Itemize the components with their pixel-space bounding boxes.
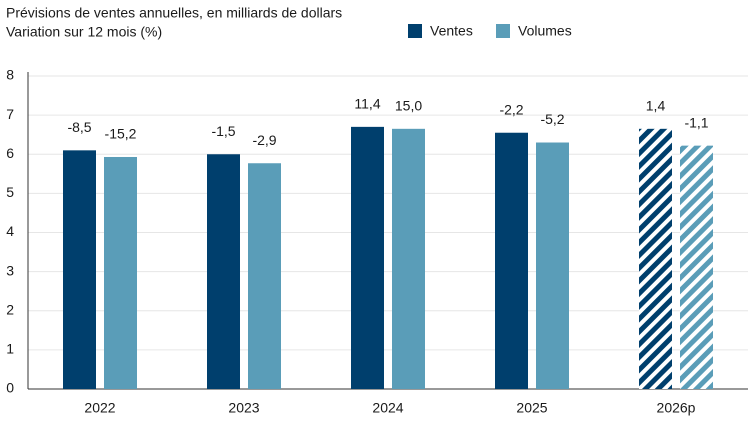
- change-label: -1,5: [211, 123, 235, 139]
- bar: [63, 150, 96, 389]
- legend-swatch: [408, 24, 422, 38]
- x-tick-label: 2023: [228, 400, 259, 416]
- bar: [495, 132, 528, 389]
- y-tick-label: 0: [6, 380, 14, 396]
- change-label: 15,0: [395, 98, 422, 114]
- x-tick-label: 2024: [372, 400, 403, 416]
- bar: [392, 128, 425, 389]
- bar: [104, 156, 137, 389]
- x-tick-label: 2026p: [657, 400, 696, 416]
- y-tick-label: 2: [6, 301, 14, 317]
- bar: [351, 126, 384, 390]
- bar: [207, 154, 240, 389]
- change-label: -2,2: [499, 101, 523, 117]
- change-label: 11,4: [354, 96, 380, 112]
- y-tick-label: 1: [6, 341, 14, 357]
- change-label: -8,5: [67, 119, 91, 135]
- chart-subtitle: Variation sur 12 mois (%): [6, 24, 162, 40]
- x-tick-label: 2025: [516, 400, 547, 416]
- legend-label: Ventes: [430, 23, 473, 39]
- bar: [248, 163, 281, 389]
- bar: [680, 145, 713, 389]
- change-label: -15,2: [105, 126, 137, 142]
- y-tick-label: 3: [6, 262, 14, 278]
- y-tick-label: 6: [6, 145, 14, 161]
- legend-swatch: [496, 24, 510, 38]
- y-tick-label: 8: [6, 67, 14, 83]
- chart-title: Prévisions de ventes annuelles, en milli…: [6, 5, 342, 21]
- legend-label: Volumes: [518, 23, 572, 39]
- change-label: 1,4: [646, 98, 666, 114]
- bar: [536, 142, 569, 389]
- bar: [639, 128, 672, 389]
- change-label: -5,2: [540, 111, 564, 127]
- y-tick-label: 7: [6, 106, 14, 122]
- y-tick-label: 4: [6, 223, 14, 239]
- change-label: -1,1: [684, 114, 708, 130]
- change-label: -2,9: [252, 132, 276, 148]
- y-tick-label: 5: [6, 184, 14, 200]
- x-tick-label: 2022: [84, 400, 115, 416]
